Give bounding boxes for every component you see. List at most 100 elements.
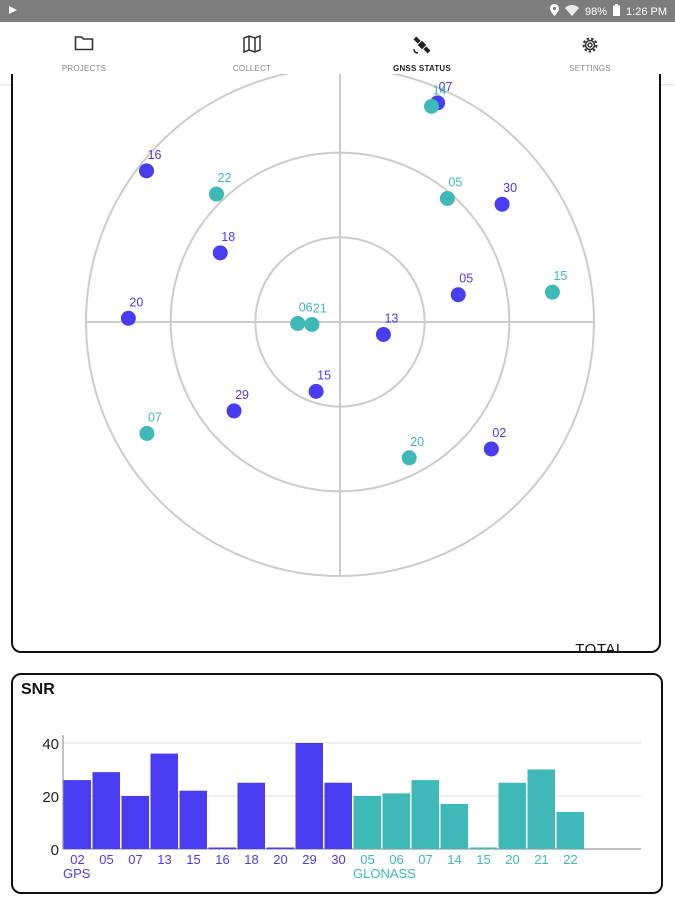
satellite-label: 07 xyxy=(148,410,162,424)
snr-bar xyxy=(237,782,265,849)
satellite-dot xyxy=(290,315,306,331)
snr-chart: 0 20 40 02 05 07 13 15 16 18 20 29 30 05 06 07 14 15 20 21 2… xyxy=(42,735,641,881)
snr-bar xyxy=(208,847,236,849)
satellite-dot xyxy=(139,425,155,441)
snr-title: SNR xyxy=(21,681,55,698)
snr-bar xyxy=(498,782,526,849)
satellite-label: 20 xyxy=(129,295,143,309)
satellite-label: 02 xyxy=(492,426,506,440)
tab-collect-label: COLLECT xyxy=(232,64,272,73)
satellite-dot xyxy=(226,403,242,419)
status-bar: 98% 1:26 PM xyxy=(0,0,675,22)
satellite-dot xyxy=(375,326,391,342)
satellite-total: TOTAL 18 xyxy=(565,641,635,653)
satellite-dot xyxy=(483,441,499,457)
satellite-label: 05 xyxy=(448,175,462,189)
snr-ytick-label: 0 xyxy=(51,842,59,859)
snr-xtick-label: 14 xyxy=(447,852,461,867)
snr-bar xyxy=(440,803,468,849)
satellite-dot xyxy=(308,383,324,399)
snr-bar xyxy=(527,769,555,849)
snr-xtick-label: 30 xyxy=(331,852,345,867)
snr-bar xyxy=(295,743,323,849)
tab-gnss-status[interactable]: GNSS STATUS xyxy=(338,22,506,84)
satellite-label: 30 xyxy=(503,181,517,195)
tab-bar: PROJECTS COLLECT GNSS STATUS SETTINGS xyxy=(0,22,675,84)
snr-bar xyxy=(382,793,410,849)
battery-icon xyxy=(613,4,621,19)
snr-bar xyxy=(121,796,149,849)
snr-ytick-label: 40 xyxy=(42,736,59,753)
gear-icon xyxy=(506,34,674,56)
satellite-label: 06 xyxy=(299,300,313,314)
snr-bar xyxy=(353,796,381,849)
snr-bars xyxy=(63,743,584,849)
snr-bar xyxy=(150,753,178,849)
snr-xtick-label: 05 xyxy=(360,852,374,867)
satellite-dot xyxy=(208,186,224,202)
snr-xtick-label: 07 xyxy=(128,852,142,867)
satellite-label: 20 xyxy=(410,435,424,449)
snr-xtick-label: 21 xyxy=(534,852,548,867)
satellite-dot xyxy=(120,310,136,326)
wifi-icon xyxy=(565,4,579,19)
snr-bar xyxy=(556,811,584,849)
satellite-label: 07 xyxy=(439,80,453,94)
battery-percent: 98% xyxy=(585,5,608,18)
satellite-label: 21 xyxy=(313,301,327,315)
snr-gps-group-label: GPS xyxy=(63,866,91,881)
clock-time: 1:26 PM xyxy=(626,5,667,18)
sky-plot-grid xyxy=(85,74,595,577)
snr-bar xyxy=(63,780,91,849)
satellite-label: 29 xyxy=(235,388,249,402)
satellite-dot xyxy=(304,316,320,332)
snr-xtick-label: 20 xyxy=(273,852,287,867)
snr-bar xyxy=(469,847,497,849)
snr-labels: 0 20 40 02 05 07 13 15 16 18 20 29 30 05 06 07 14 15 20 21 2… xyxy=(42,736,577,881)
snr-bar xyxy=(411,780,439,849)
satellite-dot xyxy=(139,163,155,179)
tab-settings-label: SETTINGS xyxy=(569,64,611,73)
snr-xtick-label: 20 xyxy=(505,852,519,867)
satellite-label: 05 xyxy=(459,272,473,286)
snr-xtick-label: 16 xyxy=(215,852,229,867)
location-icon xyxy=(550,4,559,19)
satellite-label: 22 xyxy=(218,171,232,185)
snr-bar xyxy=(266,847,294,849)
satellite-label: 14 xyxy=(433,83,447,97)
snr-xtick-label: 02 xyxy=(70,852,84,867)
sky-plot-panel: 16 07 14 22 05 30 18 05 15 20 06 21 13 07 29 15 20 02 TOT… xyxy=(11,74,661,653)
satellite-dot xyxy=(401,450,417,466)
satellite-icon xyxy=(338,34,506,56)
satellite-label: 13 xyxy=(384,311,398,325)
folder-icon xyxy=(0,34,168,56)
satellite-label: 15 xyxy=(317,368,331,382)
tab-projects-label: PROJECTS xyxy=(61,64,107,73)
satellite-dot xyxy=(424,98,440,114)
tab-projects[interactable]: PROJECTS xyxy=(0,22,168,84)
satellite-dot xyxy=(212,245,228,261)
satellite-label: 15 xyxy=(553,269,567,283)
snr-bar xyxy=(179,790,207,849)
snr-panel: SNR 0 20 40 02 05 07 13 15 16 18 20 29 30 05 06 07 14 15 2… xyxy=(11,673,663,894)
snr-xtick-label: 07 xyxy=(418,852,432,867)
play-store-icon xyxy=(8,5,18,18)
satellite-dot xyxy=(450,287,466,303)
total-label: TOTAL xyxy=(575,641,625,653)
snr-glonass-group-label: GLONASS xyxy=(353,866,416,881)
snr-bar xyxy=(324,782,352,849)
satellite-dot xyxy=(544,284,560,300)
snr-xtick-label: 18 xyxy=(244,852,258,867)
tab-collect[interactable]: COLLECT xyxy=(168,22,336,84)
tab-settings[interactable]: SETTINGS xyxy=(506,22,674,84)
snr-xtick-label: 05 xyxy=(99,852,113,867)
satellite-label: 18 xyxy=(221,230,235,244)
snr-xtick-label: 13 xyxy=(157,852,171,867)
snr-xtick-label: 15 xyxy=(186,852,200,867)
snr-ytick-label: 20 xyxy=(42,789,59,806)
tab-gnss-status-label: GNSS STATUS xyxy=(393,64,451,73)
satellite-label: 16 xyxy=(148,148,162,162)
snr-bar xyxy=(92,772,120,849)
